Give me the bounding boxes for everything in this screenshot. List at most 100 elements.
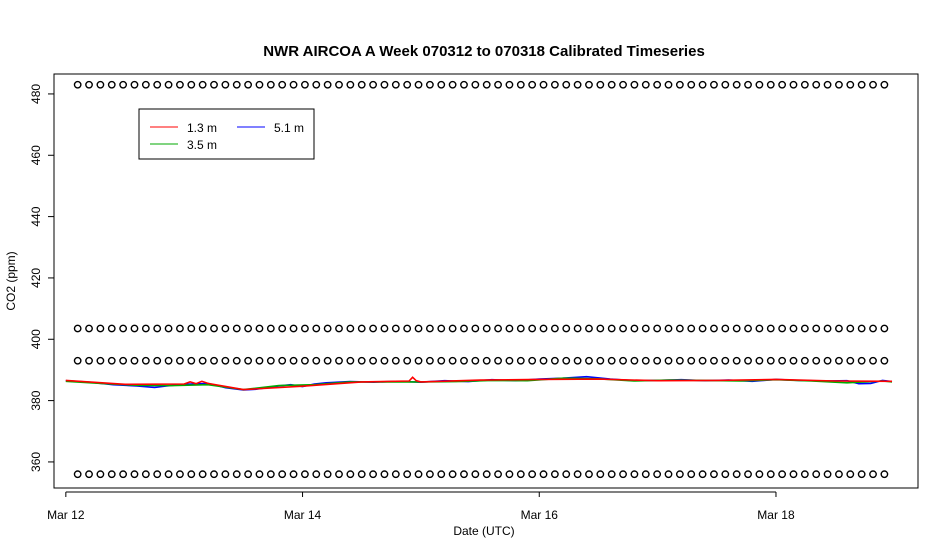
calibration-point: [630, 80, 639, 89]
calibration-point: [687, 356, 696, 365]
calibration-point: [528, 356, 537, 365]
calibration-point: [596, 80, 605, 89]
calibration-point: [619, 470, 627, 479]
calibration-point: [675, 324, 684, 333]
calibration-point: [244, 470, 253, 479]
y-tick-label: 440: [29, 206, 43, 226]
calibration-point: [675, 80, 684, 89]
calibration-point: [494, 80, 502, 89]
calibration-point: [244, 324, 253, 333]
calibration-point: [403, 470, 412, 479]
chart-title: NWR AIRCOA A Week 070312 to 070318 Calib…: [263, 43, 705, 60]
calibration-point: [710, 80, 718, 89]
calibration-point: [823, 470, 832, 479]
x-tick-label: Mar 12: [47, 508, 85, 522]
calibration-point: [687, 324, 696, 333]
calibration-point: [619, 356, 627, 365]
calibration-point: [585, 356, 593, 365]
calibration-point: [857, 324, 866, 333]
calibration-point: [800, 80, 809, 89]
calibration-point: [778, 470, 787, 479]
calibration-points: [73, 80, 889, 479]
calibration-point: [460, 324, 468, 333]
calibration-point: [823, 324, 832, 333]
calibration-point: [187, 324, 196, 333]
calibration-point: [232, 324, 241, 333]
calibration-point: [710, 324, 718, 333]
calibration-point: [846, 356, 855, 365]
calibration-point: [539, 80, 548, 89]
y-tick-label: 380: [29, 390, 43, 410]
y-tick-label: 400: [29, 329, 43, 349]
calibration-point: [687, 470, 696, 479]
calibration-point: [607, 470, 616, 479]
calibration-point: [550, 324, 559, 333]
y-tick-label: 460: [29, 145, 43, 165]
calibration-point: [607, 324, 616, 333]
calibration-point: [800, 356, 809, 365]
calibration-point: [335, 356, 343, 365]
calibration-point: [835, 356, 843, 365]
calibration-point: [153, 80, 162, 89]
calibration-point: [698, 80, 707, 89]
y-axis: 360 380 400 420 440 460 480: [29, 84, 54, 472]
calibration-point: [255, 80, 264, 89]
calibration-point: [266, 356, 275, 365]
calibration-point: [766, 324, 775, 333]
calibration-point: [232, 80, 241, 89]
calibration-point: [664, 356, 673, 365]
calibration-point: [857, 356, 866, 365]
calibration-point: [744, 80, 752, 89]
calibration-point: [562, 80, 571, 89]
calibration-point: [471, 470, 480, 479]
calibration-point: [482, 324, 491, 333]
calibration-point: [85, 470, 93, 479]
calibration-point: [653, 80, 662, 89]
x-axis: Mar 12 Mar 14 Mar 16 Mar 18: [47, 491, 795, 522]
calibration-point: [289, 324, 298, 333]
calibration-point: [96, 356, 105, 365]
calibration-point: [778, 356, 787, 365]
calibration-point: [380, 470, 389, 479]
calibration-point: [244, 356, 253, 365]
calibration-point: [119, 324, 128, 333]
calibration-point: [380, 324, 389, 333]
calibration-point: [221, 356, 230, 365]
calibration-point: [721, 356, 730, 365]
calibration-point: [869, 80, 877, 89]
calibration-point: [187, 80, 196, 89]
calibration-point: [73, 356, 82, 365]
calibration-point: [664, 80, 673, 89]
calibration-point: [653, 470, 662, 479]
calibration-point: [596, 470, 605, 479]
calibration-point: [73, 80, 82, 89]
calibration-point: [505, 356, 514, 365]
calibration-point: [539, 470, 548, 479]
calibration-point: [153, 470, 162, 479]
calibration-point: [675, 470, 684, 479]
calibration-point: [425, 356, 434, 365]
calibration-point: [357, 80, 366, 89]
calibration-point: [289, 356, 298, 365]
calibration-point: [710, 356, 718, 365]
calibration-point: [119, 470, 128, 479]
calibration-point: [357, 324, 366, 333]
calibration-point: [573, 80, 582, 89]
calibration-point: [346, 324, 355, 333]
calibration-point: [869, 356, 877, 365]
calibration-point: [698, 470, 707, 479]
calibration-point: [414, 324, 423, 333]
calibration-point: [278, 80, 287, 89]
calibration-point: [641, 470, 650, 479]
calibration-point: [460, 80, 468, 89]
calibration-point: [528, 470, 537, 479]
calibration-point: [96, 80, 105, 89]
calibration-point: [210, 356, 218, 365]
calibration-point: [425, 324, 434, 333]
legend-label: 1.3 m: [187, 121, 217, 135]
calibration-point: [630, 356, 639, 365]
calibration-point: [823, 356, 832, 365]
calibration-point: [437, 324, 446, 333]
calibration-point: [812, 356, 821, 365]
